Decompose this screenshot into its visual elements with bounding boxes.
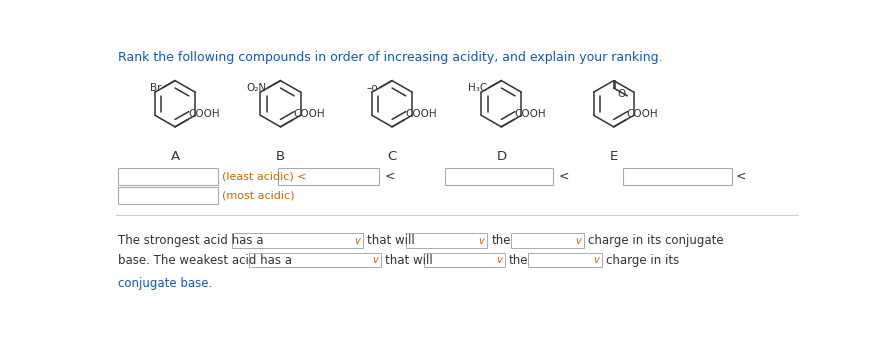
Text: E: E <box>609 150 618 163</box>
Text: D: D <box>496 150 507 163</box>
Text: v: v <box>575 236 581 246</box>
Text: Br: Br <box>150 82 161 93</box>
Text: (least acidic) <: (least acidic) < <box>222 171 307 181</box>
Text: –o: –o <box>367 82 378 93</box>
Text: COOH: COOH <box>405 109 436 119</box>
Text: base. The weakest acid has a: base. The weakest acid has a <box>118 253 292 266</box>
Text: Rank the following compounds in order of increasing acidity, and explain your ra: Rank the following compounds in order of… <box>118 51 663 64</box>
Text: v: v <box>372 255 378 265</box>
Text: v: v <box>478 236 484 246</box>
Text: <: < <box>384 170 395 183</box>
Bar <box>250 253 381 267</box>
Text: v: v <box>354 236 360 246</box>
Text: A: A <box>170 150 179 163</box>
Text: The strongest acid has a: The strongest acid has a <box>118 234 263 247</box>
Text: the: the <box>509 253 529 266</box>
Text: B: B <box>276 150 285 163</box>
Text: that will: that will <box>368 234 415 247</box>
Text: (most acidic): (most acidic) <box>222 190 295 200</box>
Text: COOH: COOH <box>514 109 546 119</box>
Text: charge in its: charge in its <box>606 253 679 266</box>
Text: <: < <box>558 170 569 183</box>
Text: COOH: COOH <box>626 109 658 119</box>
Bar <box>406 233 487 248</box>
Text: COOH: COOH <box>293 109 325 119</box>
Text: the: the <box>491 234 511 247</box>
Text: v: v <box>496 255 502 265</box>
Bar <box>445 168 553 185</box>
Text: O: O <box>617 89 626 99</box>
Bar <box>278 168 379 185</box>
Text: <: < <box>735 170 746 183</box>
Bar <box>424 253 505 267</box>
Text: charge in its conjugate: charge in its conjugate <box>588 234 723 247</box>
Bar <box>118 168 219 185</box>
Text: v: v <box>593 255 599 265</box>
Bar <box>118 187 219 204</box>
Bar <box>528 253 602 267</box>
Text: C: C <box>387 150 397 163</box>
Bar <box>623 168 731 185</box>
Bar <box>510 233 584 248</box>
Text: COOH: COOH <box>188 109 219 119</box>
Text: that will: that will <box>385 253 433 266</box>
Text: O₂N: O₂N <box>247 82 267 93</box>
Bar <box>232 233 363 248</box>
Text: conjugate base.: conjugate base. <box>118 277 212 290</box>
Text: H₃C: H₃C <box>468 82 488 93</box>
